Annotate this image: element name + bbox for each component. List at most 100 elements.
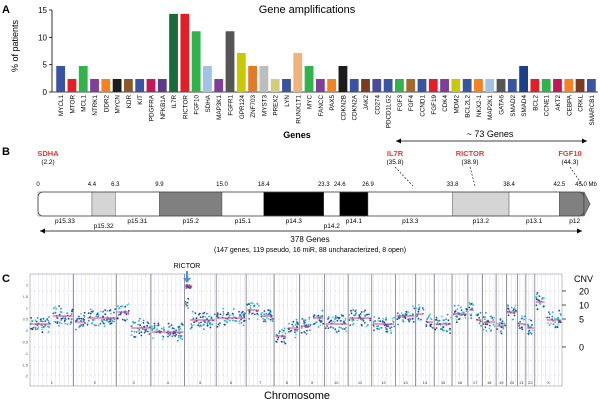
- cnv-point: [256, 318, 259, 321]
- cnv-point: [417, 304, 420, 306]
- cnv-point: [89, 308, 92, 311]
- cnv-point: [192, 317, 195, 320]
- cnv-point: [354, 309, 357, 311]
- cnv-point: [58, 321, 61, 324]
- cnv-point: [109, 323, 112, 325]
- cnv-point: [124, 305, 127, 308]
- cnv-point: [309, 323, 312, 326]
- cnv-point: [86, 322, 89, 324]
- cnv-point: [268, 309, 271, 311]
- cnv-left-tick-label: 1.5: [23, 295, 28, 299]
- cnv-point: [102, 322, 105, 325]
- bar-tick-label: CCND1: [419, 95, 426, 117]
- cnv-point: [289, 330, 291, 333]
- bar-cdkn2a: [349, 78, 359, 92]
- chromosome-label: 9: [311, 380, 314, 385]
- ideogram-band-label: p15.33: [55, 218, 75, 225]
- cnv-point: [181, 322, 183, 325]
- bar-myc: [304, 65, 314, 92]
- cnv-point: [269, 318, 272, 321]
- bar-sdha: [203, 65, 212, 92]
- chromosome-label: 12: [381, 380, 386, 385]
- cnv-point: [217, 323, 220, 326]
- cnv-point: [412, 321, 415, 323]
- cnv-point: [372, 321, 375, 323]
- bar-tick-label: MDM2: [453, 95, 460, 114]
- ideogram-scale-tick: 45.0 Mb: [575, 182, 597, 188]
- ideogram-band-p15.32: [91, 191, 116, 217]
- cnv-point: [76, 317, 79, 320]
- cnv-point: [382, 317, 385, 320]
- cnv-point: [332, 320, 335, 323]
- cnv-point: [160, 327, 163, 330]
- cnv-point: [499, 319, 502, 321]
- cnv-point: [227, 312, 230, 314]
- cnv-points: [30, 284, 562, 345]
- cnv-point: [127, 309, 130, 312]
- cnv-point: [482, 328, 485, 331]
- ideogram-scale-tick: 24.6: [334, 182, 346, 188]
- cnv-point: [173, 327, 175, 330]
- cnv-point: [121, 305, 124, 307]
- cnv-point: [222, 313, 225, 315]
- cnv-point: [205, 312, 208, 315]
- cnv-point: [528, 329, 531, 332]
- cnv-point: [104, 313, 107, 316]
- cnv-point: [554, 321, 556, 323]
- cnv-point: [48, 316, 50, 318]
- cnv-point: [327, 327, 330, 330]
- cnv-point: [93, 324, 96, 327]
- cnv-point: [425, 325, 428, 327]
- cnv-point: [295, 333, 297, 336]
- cnv-point: [249, 304, 252, 307]
- cnv-point: [417, 318, 420, 321]
- cnv-point: [103, 318, 105, 321]
- cnv-point: [152, 337, 154, 340]
- cnv-point: [37, 326, 40, 329]
- cnv-point: [79, 325, 81, 327]
- cnv-point: [102, 315, 104, 318]
- cnv-point: [267, 309, 270, 312]
- cnv-point: [58, 324, 60, 327]
- ideogram: SDHA(2.2) IL7R(35.8) RICTOR(38.9) FGF10(44.…: [36, 129, 597, 254]
- cnv-point: [400, 312, 403, 314]
- cnv-point: [308, 316, 311, 319]
- cnv-point: [374, 320, 377, 323]
- cnv-point: [222, 307, 225, 310]
- cnv-point: [157, 322, 160, 325]
- cnv-point: [535, 304, 538, 307]
- cnv-point: [348, 319, 351, 321]
- chromosome-label: 18: [487, 380, 492, 385]
- cnv-point: [200, 325, 203, 328]
- ideogram-gene-position: (38.9): [462, 159, 479, 166]
- cnv-point: [320, 321, 323, 323]
- cnv-point: [301, 318, 304, 320]
- cnv-point: [527, 332, 530, 335]
- panel-label-b: B: [2, 146, 10, 158]
- cnv-point: [47, 319, 50, 322]
- cnv-point: [334, 315, 337, 317]
- cnv-point: [365, 325, 368, 328]
- cnv-point: [270, 316, 273, 319]
- cnv-point: [198, 322, 200, 324]
- cnv-point: [430, 323, 432, 326]
- cnv-point: [551, 311, 554, 314]
- cnv-point: [537, 299, 540, 301]
- bar-nfkb1a: [157, 78, 167, 92]
- ideogram-scale-tick: 18.4: [258, 182, 270, 188]
- ideogram-scale-tick: 4.4: [88, 182, 97, 188]
- cnv-point: [449, 329, 451, 331]
- ideogram-gene-il7r: IL7R: [387, 149, 404, 158]
- cnv-point: [538, 295, 541, 297]
- cnv-point: [187, 307, 190, 309]
- bar-mcl1: [78, 65, 88, 92]
- cnv-point: [453, 304, 456, 307]
- cnv-point: [345, 330, 348, 333]
- panel-label-c: C: [2, 273, 10, 285]
- cnv-point: [65, 318, 67, 321]
- bar-il7r: [169, 13, 178, 93]
- cnv-point: [305, 333, 308, 335]
- cnv-point: [411, 313, 414, 315]
- cnv-point: [257, 310, 259, 313]
- cnv-point: [492, 319, 494, 321]
